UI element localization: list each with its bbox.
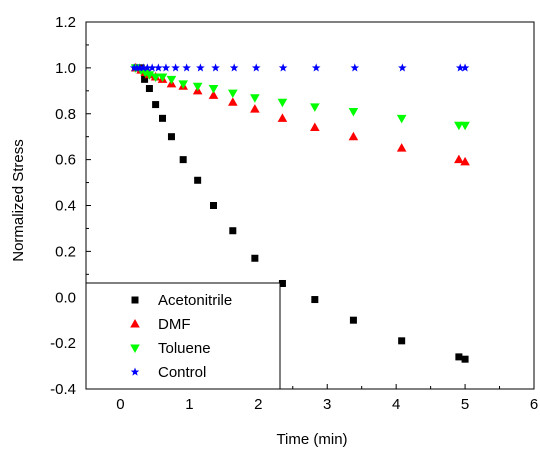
data-point-acetonitrile bbox=[398, 337, 406, 345]
data-point-control bbox=[154, 63, 163, 72]
legend-marker bbox=[131, 296, 139, 304]
chart-marks bbox=[129, 62, 470, 363]
data-point-control bbox=[182, 63, 191, 72]
data-point-acetonitrile bbox=[455, 353, 463, 361]
x-tick-label: 5 bbox=[461, 396, 469, 413]
legend-marker bbox=[130, 344, 140, 353]
data-point-control bbox=[196, 63, 205, 72]
series-toluene bbox=[130, 64, 470, 131]
data-point-control bbox=[138, 63, 148, 72]
data-point-acetonitrile bbox=[167, 133, 175, 141]
axes: 0 1 2 3 4 5 6 -0.4 -0.2 0.0 0.2 0.4 0.6 0.8 1.0 1.2 bbox=[50, 14, 538, 413]
data-point-control bbox=[455, 63, 465, 72]
data-point-acetonitrile bbox=[179, 156, 187, 164]
series-acetonitrile bbox=[132, 64, 469, 363]
data-point-acetonitrile bbox=[311, 296, 319, 304]
data-point-toluene bbox=[460, 121, 470, 131]
data-point-acetonitrile bbox=[141, 75, 149, 83]
data-point-control bbox=[350, 63, 360, 72]
data-point-toluene bbox=[250, 94, 260, 103]
data-point-dmf bbox=[208, 90, 219, 99]
y-tick-label: 0.4 bbox=[55, 198, 76, 215]
data-point-toluene bbox=[208, 85, 219, 94]
legend-label: Control bbox=[158, 364, 206, 381]
data-point-acetonitrile bbox=[194, 176, 202, 184]
data-point-acetonitrile bbox=[349, 316, 357, 324]
y-axis-label: Normalized Stress bbox=[10, 139, 27, 262]
data-point-dmf bbox=[228, 97, 238, 106]
y-tick-label: 1.0 bbox=[55, 60, 76, 77]
data-point-control bbox=[171, 63, 180, 72]
data-point-control bbox=[251, 63, 261, 72]
legend-label: DMF bbox=[158, 316, 191, 333]
data-point-toluene bbox=[310, 103, 320, 112]
data-point-dmf bbox=[277, 113, 288, 122]
data-point-toluene bbox=[396, 114, 407, 124]
data-point-acetonitrile bbox=[145, 85, 153, 93]
data-point-control bbox=[211, 63, 220, 72]
data-point-control bbox=[161, 63, 171, 72]
data-point-acetonitrile bbox=[152, 101, 160, 109]
data-point-dmf bbox=[250, 104, 260, 113]
legend-marker bbox=[130, 319, 140, 328]
y-tick-label: 0.8 bbox=[55, 106, 76, 123]
x-axis-label: Time (min) bbox=[276, 431, 347, 448]
x-tick-label: 4 bbox=[392, 396, 400, 413]
data-point-acetonitrile bbox=[461, 355, 469, 363]
legend-label: Toluene bbox=[158, 340, 211, 357]
data-point-dmf bbox=[460, 156, 470, 166]
y-tick-label: 0.0 bbox=[55, 289, 76, 306]
legend-box bbox=[85, 282, 281, 390]
data-point-toluene bbox=[144, 71, 155, 80]
data-point-control bbox=[229, 63, 239, 72]
data-point-toluene bbox=[228, 89, 238, 99]
data-point-acetonitrile bbox=[229, 227, 237, 235]
legend-marker bbox=[130, 367, 140, 376]
data-point-toluene bbox=[454, 121, 464, 131]
data-point-control bbox=[460, 63, 470, 72]
data-point-acetonitrile bbox=[278, 279, 286, 287]
data-point-toluene bbox=[150, 73, 161, 83]
x-tick-label: 3 bbox=[323, 396, 331, 413]
series-control bbox=[129, 63, 470, 72]
data-point-dmf bbox=[310, 122, 320, 132]
data-point-control bbox=[147, 63, 157, 72]
data-point-dmf bbox=[396, 143, 407, 152]
data-point-toluene bbox=[166, 75, 177, 85]
data-point-control bbox=[398, 63, 407, 72]
data-point-toluene bbox=[348, 107, 359, 117]
y-tick-label: -0.4 bbox=[50, 381, 76, 398]
x-tick-label: 2 bbox=[254, 396, 262, 413]
series-dmf bbox=[130, 62, 470, 166]
data-point-control bbox=[278, 63, 288, 72]
x-tick-label: 1 bbox=[185, 396, 193, 413]
y-tick-label: 1.2 bbox=[55, 14, 76, 31]
y-tick-label: 0.2 bbox=[55, 243, 76, 260]
data-point-acetonitrile bbox=[210, 202, 218, 209]
data-point-control bbox=[311, 63, 321, 72]
y-tick-label: -0.2 bbox=[50, 335, 76, 352]
data-point-dmf bbox=[454, 154, 464, 164]
data-point-toluene bbox=[192, 82, 203, 92]
data-point-control bbox=[143, 63, 152, 72]
data-point-acetonitrile bbox=[251, 254, 259, 262]
data-point-control bbox=[135, 63, 145, 72]
x-tick-label: 0 bbox=[116, 396, 124, 413]
data-point-dmf bbox=[348, 131, 359, 141]
legend: Acetonitrile DMF Toluene Control bbox=[85, 282, 281, 390]
data-point-toluene bbox=[277, 98, 288, 108]
data-point-acetonitrile bbox=[159, 114, 167, 122]
x-tick-label: 6 bbox=[530, 396, 538, 413]
data-point-toluene bbox=[178, 80, 188, 89]
legend-label: Acetonitrile bbox=[158, 292, 232, 309]
data-point-toluene bbox=[157, 73, 168, 83]
data-point-toluene bbox=[140, 68, 151, 78]
y-tick-label: 0.6 bbox=[55, 152, 76, 169]
